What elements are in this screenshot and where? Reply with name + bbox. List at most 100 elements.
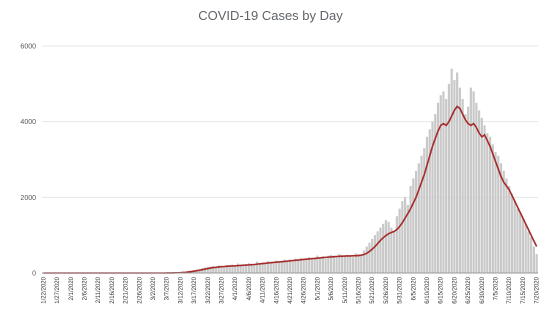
bar (494, 151, 497, 273)
x-tick-label: 6/15/2020 (439, 276, 445, 303)
bar (286, 260, 289, 273)
bar (305, 259, 308, 273)
bar (439, 95, 442, 274)
bar (338, 254, 341, 273)
bar (379, 227, 382, 273)
bar (510, 193, 514, 273)
bar (250, 263, 253, 273)
x-tick-label: 3/22/2020 (206, 276, 212, 303)
bar (277, 261, 281, 273)
bar (428, 129, 431, 273)
y-tick-label: 6000 (20, 44, 36, 51)
bar (354, 253, 357, 273)
bar (524, 223, 527, 273)
bar (340, 255, 344, 273)
bar (469, 87, 472, 274)
bar (521, 218, 525, 273)
x-tick-label: 2/26/2020 (137, 276, 143, 303)
bar (212, 266, 215, 273)
bar (425, 136, 429, 273)
x-tick-label: 4/6/2020 (247, 276, 253, 300)
bar (335, 257, 338, 273)
x-tick-label: 3/7/2020 (165, 276, 171, 300)
bar (414, 170, 418, 273)
bar (225, 265, 229, 273)
bar (324, 258, 327, 273)
bar (502, 170, 505, 273)
bar (321, 256, 324, 273)
bar (409, 185, 412, 273)
bar (516, 208, 519, 273)
bars (162, 68, 538, 274)
x-tick-label: 3/2/2020 (151, 276, 157, 300)
bar (217, 265, 220, 273)
bar (519, 212, 522, 273)
bar (420, 155, 423, 273)
bar (456, 72, 459, 273)
bar (483, 125, 486, 273)
bar (431, 121, 434, 273)
bar (532, 246, 535, 273)
x-tick-label: 7/20/2020 (535, 276, 541, 303)
x-tick-label: 6/20/2020 (452, 276, 458, 303)
x-tick-label: 1/22/2020 (41, 276, 47, 303)
bar (371, 238, 374, 273)
bar (302, 258, 305, 273)
bar (453, 80, 456, 273)
x-tick-label: 4/21/2020 (288, 276, 294, 303)
x-tick-label: 2/11/2020 (96, 276, 102, 303)
x-tick-label: 5/31/2020 (398, 276, 404, 303)
bar (461, 98, 464, 273)
bar (412, 178, 415, 273)
bar (220, 265, 223, 273)
bar (368, 242, 371, 273)
bar (508, 185, 511, 273)
bar (245, 265, 248, 273)
bar (475, 102, 478, 273)
bar (357, 254, 360, 273)
bar (236, 263, 240, 273)
bar (346, 254, 349, 273)
bar (467, 106, 470, 273)
axes: 0 2000 4000 6000 1/22/2020 1/27/2020 2/1/2020 2… (20, 44, 541, 304)
bar (393, 231, 396, 273)
x-tick-label: 6/25/2020 (466, 276, 472, 303)
bar (201, 268, 204, 273)
bar (316, 255, 319, 273)
bar (242, 264, 245, 273)
bar (387, 221, 390, 273)
x-tick-label: 5/26/2020 (384, 276, 390, 303)
bar (349, 255, 352, 273)
bar (214, 267, 218, 273)
bar (401, 201, 404, 273)
bar (362, 250, 366, 273)
bar (436, 102, 440, 273)
chart-title: COVID-19 Cases by Day (198, 8, 343, 23)
bar (269, 262, 272, 273)
bar (434, 114, 437, 273)
y-tick-label: 0 (32, 271, 36, 278)
bar (319, 257, 322, 273)
bar (258, 263, 261, 273)
x-tick-label: 5/6/2020 (329, 276, 335, 300)
x-tick-label: 3/17/2020 (192, 276, 198, 303)
bar (390, 227, 393, 273)
bar (406, 204, 409, 273)
x-tick-label: 6/10/2020 (425, 276, 431, 303)
bar (299, 257, 303, 273)
x-tick-label: 5/16/2020 (357, 276, 363, 303)
bar (442, 91, 445, 274)
bar (266, 261, 270, 273)
bar (513, 201, 516, 273)
bar (373, 235, 377, 273)
bar (283, 259, 286, 273)
y-tick-label: 4000 (20, 119, 36, 126)
bar (247, 263, 250, 273)
bar (253, 264, 256, 273)
bar (294, 258, 297, 273)
x-tick-label: 5/11/2020 (343, 276, 349, 303)
bar (450, 68, 453, 273)
bar (291, 261, 294, 273)
x-tick-label: 1/27/2020 (55, 276, 61, 303)
